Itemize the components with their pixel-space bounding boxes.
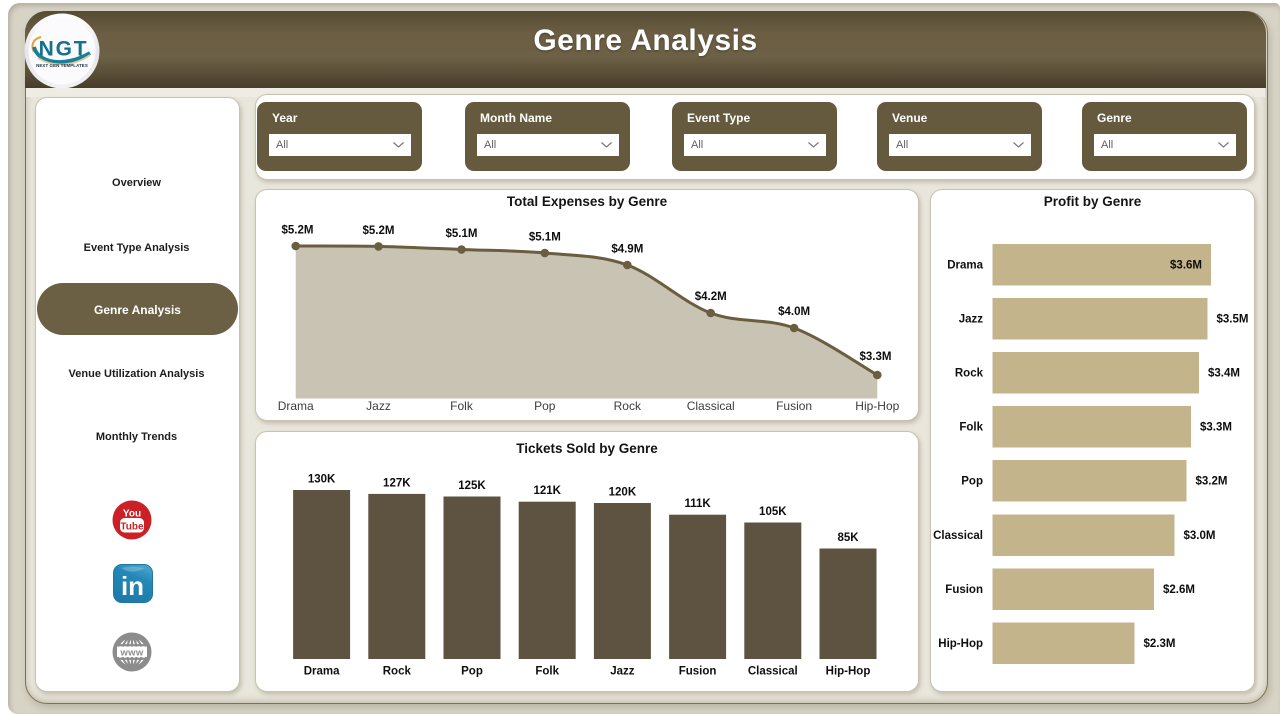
svg-text:Hip-Hop: Hip-Hop: [855, 399, 899, 413]
svg-text:$5.1M: $5.1M: [529, 232, 561, 244]
svg-text:$3.6M: $3.6M: [1170, 260, 1202, 272]
svg-text:$4.0M: $4.0M: [778, 306, 810, 318]
svg-text:NEXT GEN TEMPLATES: NEXT GEN TEMPLATES: [36, 63, 88, 68]
svg-text:111K: 111K: [684, 498, 711, 510]
svg-text:Pop: Pop: [961, 476, 983, 488]
svg-text:$3.2M: $3.2M: [1196, 476, 1228, 488]
svg-text:Classical: Classical: [933, 530, 983, 542]
svg-text:$3.5M: $3.5M: [1217, 314, 1249, 326]
svg-text:www: www: [119, 648, 143, 659]
svg-text:Rock: Rock: [614, 399, 642, 413]
svg-text:Folk: Folk: [959, 422, 983, 434]
svg-text:$2.6M: $2.6M: [1163, 584, 1195, 596]
svg-text:$4.9M: $4.9M: [611, 244, 643, 256]
svg-text:$4.2M: $4.2M: [695, 291, 727, 303]
svg-text:Rock: Rock: [383, 666, 412, 678]
svg-text:Fusion: Fusion: [945, 584, 983, 596]
svg-text:in: in: [121, 571, 144, 601]
svg-text:$3.3M: $3.3M: [1200, 422, 1232, 434]
svg-text:127K: 127K: [383, 477, 411, 489]
svg-text:Classical: Classical: [748, 666, 798, 678]
svg-text:$3.3M: $3.3M: [860, 351, 892, 363]
svg-text:Pop: Pop: [461, 666, 483, 678]
svg-text:$5.2M: $5.2M: [282, 225, 314, 237]
svg-text:120K: 120K: [609, 487, 637, 499]
svg-text:85K: 85K: [837, 532, 859, 544]
svg-text:$3.4M: $3.4M: [1208, 368, 1240, 380]
svg-text:$3.0M: $3.0M: [1184, 530, 1216, 542]
svg-text:Drama: Drama: [947, 260, 983, 272]
svg-text:Folk: Folk: [535, 666, 559, 678]
svg-text:Rock: Rock: [955, 368, 984, 380]
svg-text:Folk: Folk: [450, 399, 474, 413]
svg-text:Fusion: Fusion: [776, 399, 812, 413]
svg-text:Drama: Drama: [278, 399, 314, 413]
svg-text:Classical: Classical: [687, 399, 735, 413]
svg-text:125K: 125K: [458, 480, 486, 492]
svg-text:Drama: Drama: [304, 666, 340, 678]
svg-text:121K: 121K: [533, 485, 561, 497]
svg-text:$5.1M: $5.1M: [446, 228, 478, 240]
svg-text:Pop: Pop: [534, 399, 556, 413]
svg-text:105K: 105K: [759, 506, 787, 518]
svg-text:$2.3M: $2.3M: [1144, 638, 1176, 650]
svg-text:NGT: NGT: [39, 38, 89, 61]
svg-text:Hip-Hop: Hip-Hop: [826, 666, 871, 678]
svg-text:You: You: [123, 509, 141, 520]
svg-text:Tube: Tube: [120, 522, 144, 533]
svg-text:Fusion: Fusion: [679, 666, 717, 678]
svg-text:Jazz: Jazz: [610, 666, 635, 678]
svg-text:Jazz: Jazz: [959, 314, 984, 326]
svg-text:Jazz: Jazz: [366, 399, 391, 413]
svg-text:Hip-Hop: Hip-Hop: [938, 638, 983, 650]
svg-text:130K: 130K: [308, 474, 336, 486]
svg-text:$5.2M: $5.2M: [363, 225, 395, 237]
